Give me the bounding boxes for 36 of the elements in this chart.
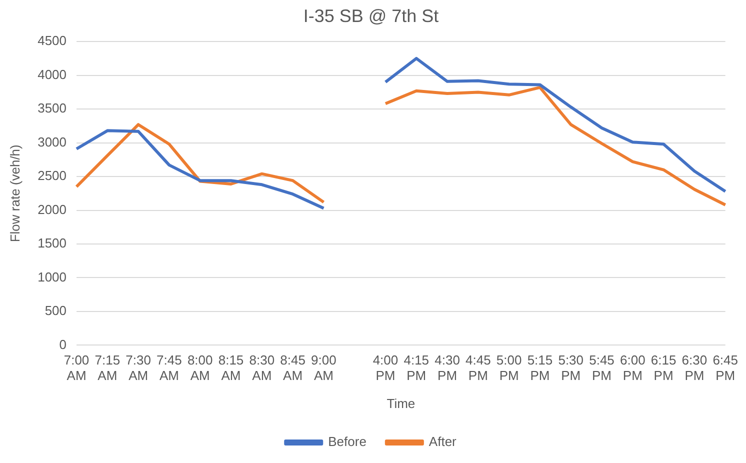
x-tick-label: 6:15 PM [650, 352, 676, 384]
x-axis-title: Time [386, 396, 416, 411]
chart-title: I-35 SB @ 7th St [303, 6, 439, 26]
x-tick-label: 8:30 AM [249, 352, 275, 384]
x-tick-label: 4:30 PM [434, 352, 460, 384]
x-tick-label: 8:15 AM [218, 352, 244, 384]
x-tick-label: 7:00 AM [64, 352, 90, 384]
y-tick-label: 4500 [38, 33, 67, 48]
x-tick-label: 5:15 PM [527, 352, 553, 384]
legend-label: Before [328, 434, 366, 450]
x-tick-label: 6:00 PM [620, 352, 646, 384]
x-tick-label: 7:15 AM [94, 352, 120, 384]
x-tick-label: 4:45 PM [466, 352, 491, 384]
x-tick-label: 5:45 PM [589, 352, 614, 384]
y-tick-label: 1500 [38, 236, 67, 251]
x-tick-label: 9:00 AM [311, 352, 336, 384]
y-tick-label: 2000 [38, 202, 67, 217]
y-tick-label: 1000 [38, 269, 67, 284]
x-tick-label: 7:45 AM [156, 352, 182, 384]
y-tick-label: 0 [59, 336, 67, 352]
y-axis-title: Flow rate (veh/h) [7, 144, 22, 242]
x-tick-label: 7:30 AM [126, 352, 151, 384]
y-tick-label: 500 [44, 303, 67, 318]
y-tick-label: 3000 [38, 134, 67, 150]
x-tick-label: 5:30 PM [558, 352, 584, 384]
x-tick-label: 8:00 AM [187, 352, 213, 384]
x-tick-label: 5:00 PM [496, 352, 522, 384]
x-tick-label: 4:15 PM [404, 352, 430, 384]
x-tick-label: 8:45 AM [280, 352, 306, 384]
y-tick-label: 2500 [38, 168, 67, 184]
y-tick-label: 3500 [38, 100, 67, 116]
y-tick-label: 4000 [38, 66, 67, 82]
x-tick-label: 6:30 PM [682, 352, 708, 384]
legend-label: After [428, 434, 458, 450]
x-tick-label: 4:00 PM [372, 352, 398, 384]
x-tick-label: 6:45 PM [712, 352, 738, 384]
